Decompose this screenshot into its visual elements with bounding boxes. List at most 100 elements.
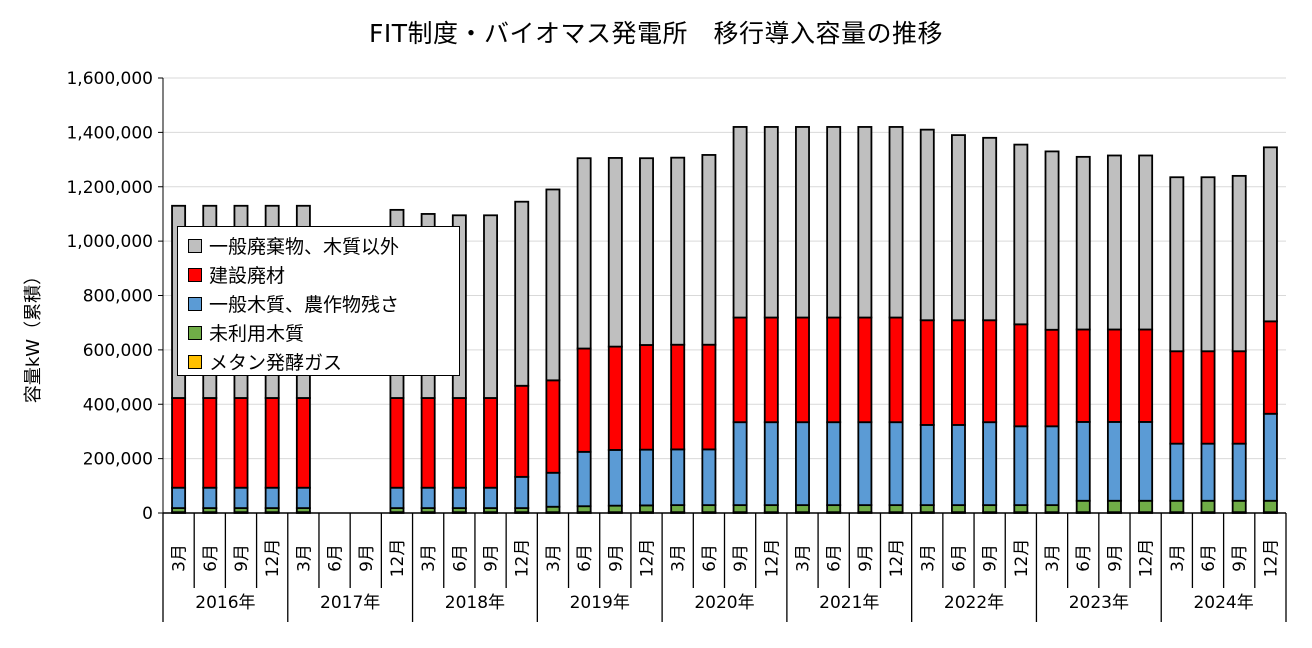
x-tick-label: 9月	[981, 544, 1001, 572]
bar-segment	[545, 471, 561, 508]
legend-entry: メタン発酵ガス	[188, 347, 459, 376]
x-tick-label: 9月	[606, 544, 626, 572]
bar-segment	[795, 421, 810, 507]
legend-entry: 一般廃棄物、木質以外	[188, 231, 459, 260]
x-tick-label: 12月	[1137, 539, 1157, 578]
bar-segment	[670, 156, 686, 346]
year-label: 2020年	[694, 593, 754, 613]
bar-segment	[639, 448, 654, 507]
bar-segment	[233, 486, 249, 510]
bar-segment	[1169, 499, 1185, 514]
bar-segment	[732, 504, 748, 514]
bar-segment	[1200, 442, 1216, 502]
legend-label: 未利用木質	[209, 323, 305, 345]
bar-segment	[826, 421, 842, 507]
bar-segment	[670, 448, 686, 507]
bar-segment	[171, 397, 187, 489]
bar-segment	[483, 486, 498, 510]
bar-segment	[826, 316, 842, 424]
bar-segment	[545, 379, 561, 474]
year-label: 2018年	[445, 593, 505, 613]
x-tick-label: 6月	[575, 544, 595, 572]
x-tick-label: 12月	[762, 539, 782, 578]
bar-segment	[670, 343, 686, 451]
bar-segment	[919, 319, 935, 426]
legend-label: 建設廃材	[209, 265, 286, 287]
bar-segment	[1075, 499, 1091, 514]
x-tick-label: 12月	[1012, 539, 1032, 578]
bar-segment	[857, 126, 873, 319]
bar-segment	[576, 347, 592, 453]
bar-segment	[171, 486, 187, 510]
bar-segment	[888, 126, 904, 319]
bar-segment	[514, 475, 530, 510]
x-tick-label: 3月	[1168, 544, 1188, 572]
x-tick-label: 9月	[856, 544, 876, 572]
bar-segment	[919, 504, 935, 514]
bar-segment	[1169, 176, 1185, 353]
bar-segment	[1231, 350, 1247, 445]
x-tick-label: 12月	[638, 539, 658, 578]
y-tick-label: 200,000	[83, 450, 153, 470]
x-tick-label: 6月	[450, 544, 470, 572]
bar-segment	[639, 504, 654, 514]
x-tick-label: 3月	[419, 544, 439, 572]
bar-segment	[951, 424, 966, 507]
bar-segment	[1169, 442, 1185, 502]
bar-segment	[1044, 425, 1060, 507]
bar-segment	[639, 157, 654, 346]
bar-segment	[888, 316, 904, 424]
bar-segment	[451, 397, 467, 489]
x-tick-label: 9月	[482, 544, 502, 572]
bar-segment	[576, 157, 592, 350]
legend-swatch	[188, 325, 202, 340]
legend-swatch	[188, 296, 202, 311]
bar-segment	[264, 486, 280, 510]
bar-segment	[1075, 421, 1091, 502]
y-tick-label: 1,400,000	[66, 123, 153, 143]
bar-segment	[795, 316, 810, 424]
bar-segment	[982, 504, 998, 514]
bar-segment	[763, 126, 779, 319]
bar-segment	[202, 397, 218, 489]
bar-segment	[1044, 504, 1060, 514]
legend-label: 一般木質、農作物残さ	[209, 294, 400, 316]
x-tick-label: 6月	[326, 544, 346, 572]
bar-segment	[982, 421, 998, 507]
bar-segment	[483, 214, 498, 399]
y-tick-label: 1,600,000	[66, 69, 153, 89]
bar-segment	[982, 136, 998, 322]
bar-segment	[1231, 442, 1247, 502]
legend-swatch	[188, 267, 202, 282]
x-tick-label: 12月	[263, 539, 283, 578]
bar-segment	[420, 486, 436, 510]
bar-segment	[545, 188, 561, 382]
bar-segment	[763, 316, 779, 424]
bar-segment	[826, 504, 842, 514]
bar-segment	[701, 448, 717, 507]
legend-label: 一般廃棄物、木質以外	[209, 236, 400, 258]
bar-segment	[514, 384, 530, 478]
bar-segment	[701, 343, 717, 451]
bar-segment	[732, 316, 748, 424]
legend: 一般廃棄物、木質以外 建設廃材一般木質、農作物残さ 未利用木質 メタン発酵ガス	[177, 226, 460, 376]
bar-segment	[982, 319, 998, 424]
bar-segment	[607, 345, 623, 451]
bar-segment	[389, 397, 405, 489]
bar-segment	[1262, 320, 1278, 415]
bar-segment	[1044, 150, 1060, 331]
x-tick-label: 9月	[232, 544, 252, 572]
bar-segment	[888, 421, 904, 507]
bar-segment	[1231, 174, 1247, 353]
bar-segment	[451, 486, 467, 510]
bar-segment	[514, 200, 530, 387]
bar-segment	[295, 486, 311, 510]
x-tick-label: 12月	[887, 539, 907, 578]
bar-segment	[389, 486, 405, 510]
legend-entry: 一般木質、農作物残さ	[188, 289, 459, 318]
chart-title: FIT制度・バイオマス発電所 移行導入容量の推移	[368, 19, 944, 48]
bar-segment	[483, 397, 498, 489]
y-tick-label: 1,200,000	[66, 178, 153, 198]
legend-swatch	[188, 238, 202, 253]
x-tick-label: 3月	[170, 544, 190, 572]
